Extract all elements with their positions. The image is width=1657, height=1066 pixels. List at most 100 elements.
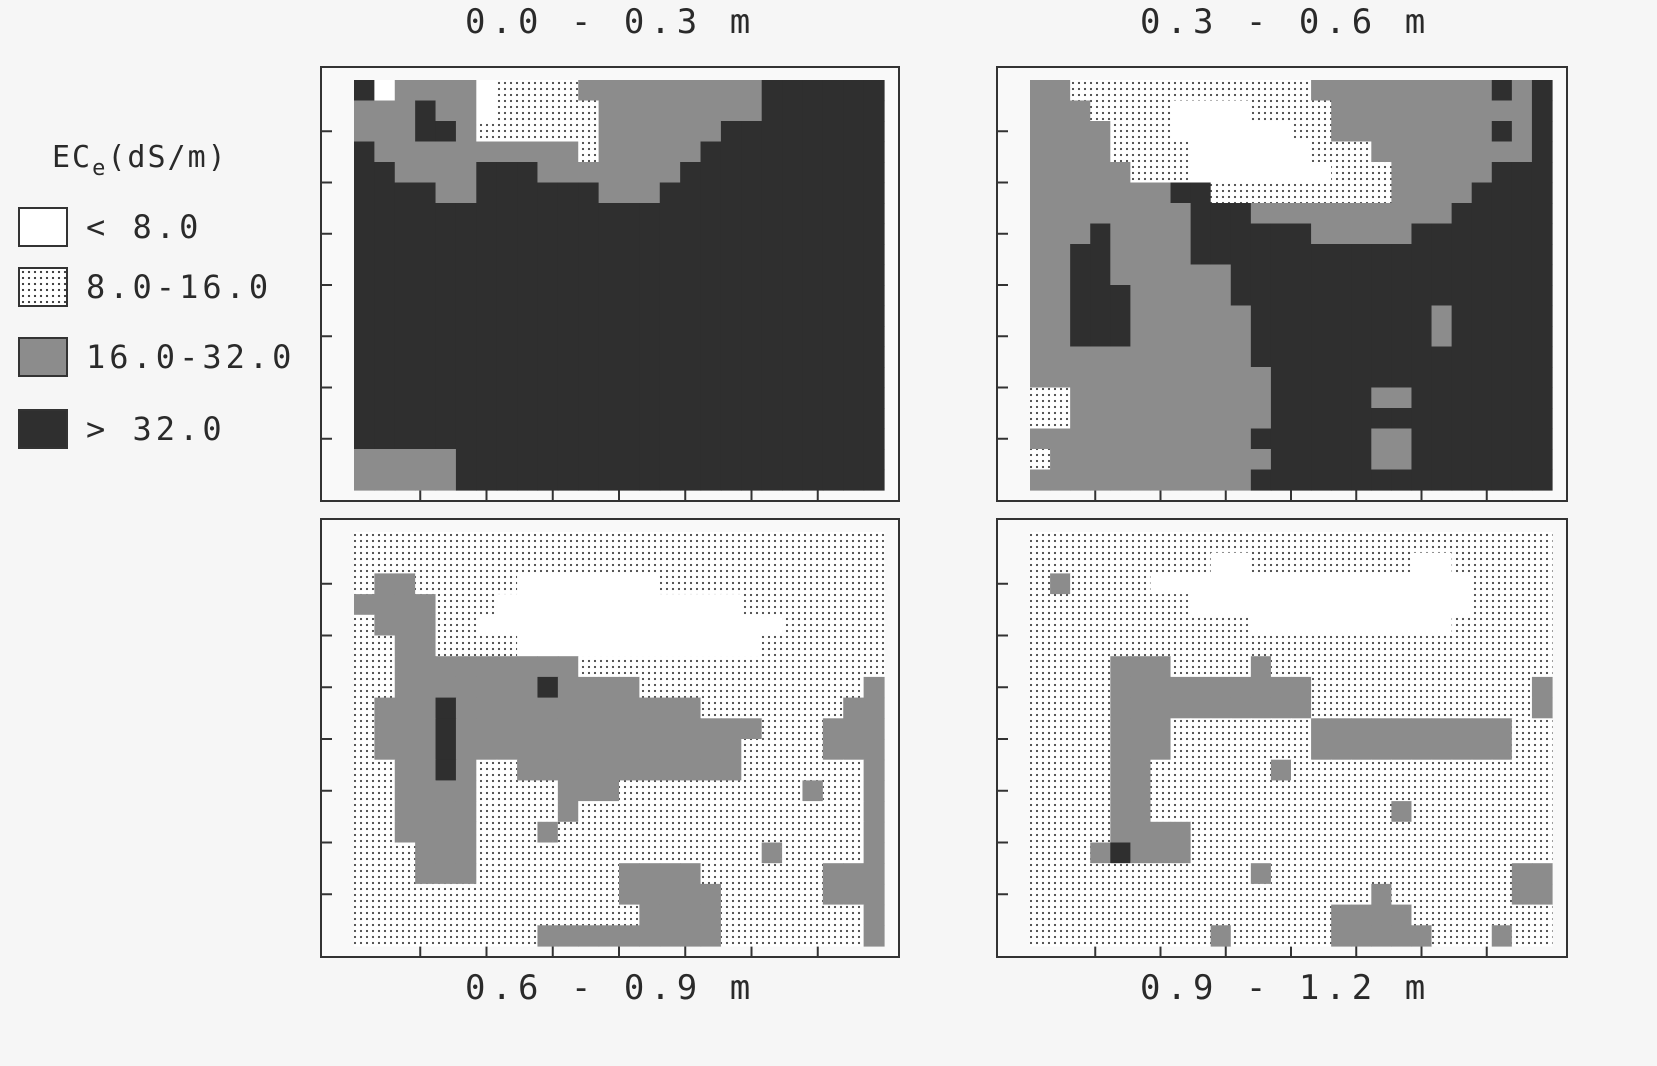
cell-8-16 [1210,883,1232,906]
cell-gt32 [863,449,885,471]
cell-16-32 [1250,408,1272,430]
cell-16-32 [476,676,498,699]
cell-8-16 [1431,904,1453,926]
cell-16-32 [1050,326,1071,348]
cell-gt32 [496,182,518,204]
cell-gt32 [578,223,600,245]
cell-gt32 [415,305,437,327]
cell-8-16 [1391,780,1413,802]
cell-16-32 [1351,904,1372,926]
cell-gt32 [1391,285,1413,307]
cell-gt32 [1411,428,1433,450]
cell-8-16 [1451,863,1473,885]
cell-16-32 [1451,121,1473,143]
cell-8-16 [374,821,396,844]
cell-16-32 [700,718,722,740]
cell-8-16 [1130,863,1152,885]
map-panel-0-0.3m [320,66,900,502]
cell-gt32 [557,326,579,348]
cell-16-32 [639,141,661,163]
cell-16-32 [394,656,416,678]
cell-gt32 [1431,408,1453,430]
cell-gt32 [496,428,518,450]
cell-8-16 [1050,925,1071,947]
cell-lt8 [680,635,702,657]
cell-8-16 [1471,635,1493,657]
cell-16-32 [1371,121,1392,143]
cell-8-16 [741,780,763,802]
cell-lt8 [1250,141,1272,163]
cell-16-32 [1150,182,1172,204]
cell-16-32 [354,100,375,122]
cell-16-32 [435,469,457,491]
cell-gt32 [680,223,702,245]
cell-16-32 [598,182,620,204]
cell-8-16 [782,573,804,595]
cell-gt32 [1230,264,1252,286]
cell-8-16 [455,635,477,657]
cell-8-16 [1391,842,1413,864]
cell-8-16 [802,759,824,781]
cell-16-32 [1431,121,1453,143]
cell-gt32 [517,203,539,225]
cell-16-32 [557,162,579,184]
cell-8-16 [639,801,661,823]
cell-16-32 [394,718,416,740]
cell-16-32 [1110,739,1131,761]
cell-gt32 [1351,305,1372,327]
cell-8-16 [1250,759,1272,781]
cell-gt32 [1331,449,1352,471]
cell-lt8 [1230,552,1252,574]
cell-gt32 [639,326,661,348]
cell-8-16 [1531,842,1553,864]
cell-8-16 [1090,573,1111,595]
cell-gt32 [843,141,865,163]
cell-8-16 [537,780,559,802]
cell-gt32 [843,223,865,245]
cell-gt32 [782,244,804,266]
cell-gt32 [374,162,396,184]
cell-16-32 [1270,697,1292,719]
cell-gt32 [1270,264,1292,286]
cell-8-16 [1170,656,1192,678]
cell-16-32 [415,449,437,471]
cell-gt32 [1411,408,1433,430]
cell-8-16 [374,904,396,926]
cell-gt32 [700,326,722,348]
cell-gt32 [782,162,804,184]
cell-16-32 [1070,449,1091,471]
cell-lt8 [1150,573,1172,595]
cell-16-32 [374,469,396,491]
cell-gt32 [1331,469,1352,491]
cell-gt32 [843,305,865,327]
cell-16-32 [863,697,885,719]
cell-gt32 [761,244,783,266]
cell-8-16 [1210,635,1232,657]
cell-gt32 [476,264,498,286]
cell-gt32 [598,305,620,327]
cell-16-32 [1090,203,1111,225]
cell-8-16 [557,821,579,844]
cell-16-32 [598,925,620,947]
cell-8-16 [700,532,722,554]
cell-16-32 [415,469,437,491]
cell-8-16 [1050,532,1071,554]
cell-8-16 [1170,780,1192,802]
cell-8-16 [1150,925,1172,947]
cell-8-16 [394,863,416,885]
cell-gt32 [1190,203,1212,225]
cell-16-32 [1050,428,1071,450]
cell-8-16 [435,552,457,574]
cell-16-32 [374,573,396,595]
cell-gt32 [1331,285,1352,307]
cell-gt32 [659,428,681,450]
cell-gt32 [1531,387,1553,409]
cell-8-16 [741,552,763,574]
cell-8-16 [1331,842,1352,864]
cell-8-16 [1291,121,1312,143]
cell-gt32 [1471,223,1493,245]
cell-16-32 [619,718,640,740]
cell-gt32 [639,428,661,450]
cell-16-32 [1411,141,1433,163]
cell-gt32 [802,182,824,204]
